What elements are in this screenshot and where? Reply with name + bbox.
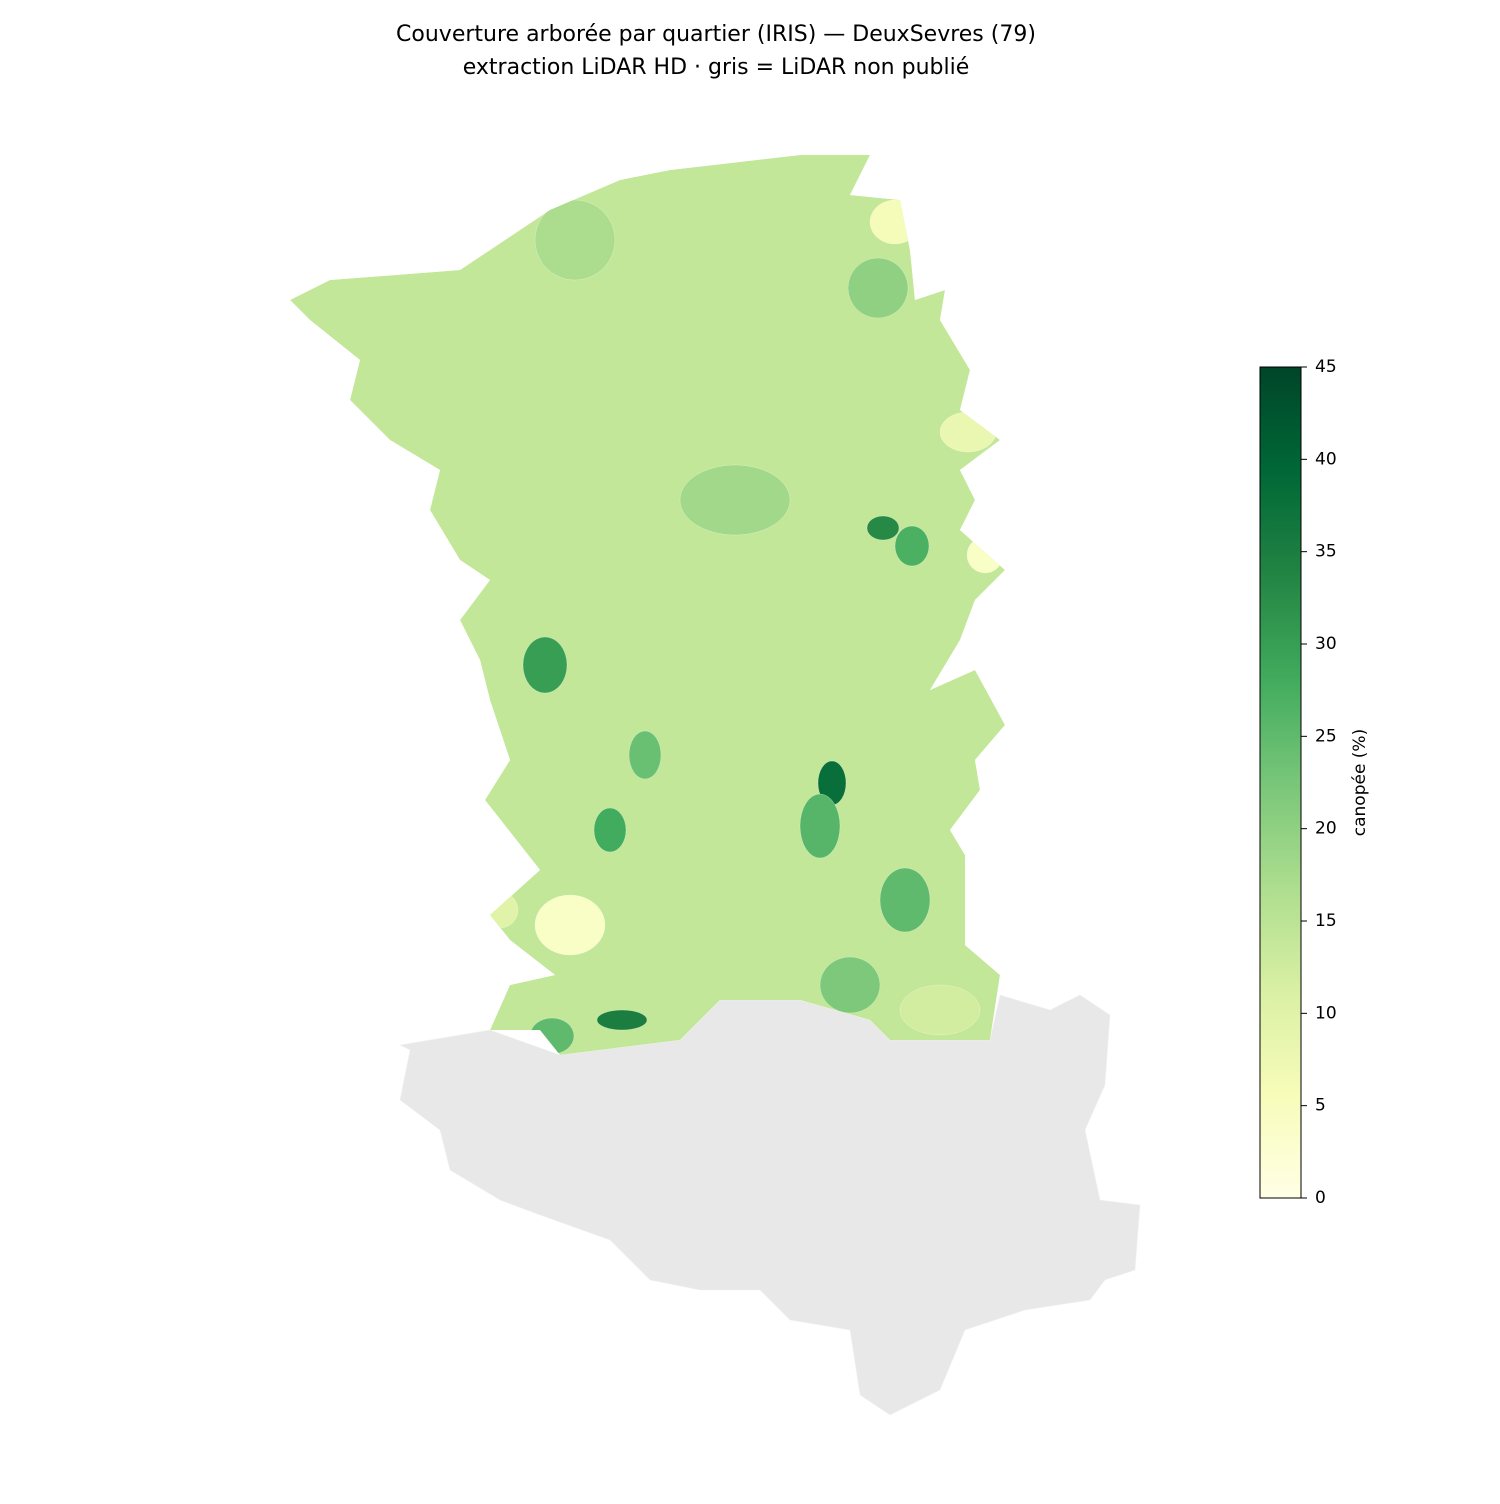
- choropleth-zones: [290, 155, 1005, 1055]
- iris-zone: [899, 984, 981, 1036]
- colorbar-tick-label: 35: [1315, 542, 1337, 562]
- iris-zone: [847, 257, 909, 319]
- iris-zone: [679, 464, 791, 536]
- colorbar-tick-label: 30: [1315, 634, 1337, 654]
- iris-zone: [894, 525, 930, 567]
- iris-zone: [628, 730, 662, 780]
- iris-zone: [869, 199, 921, 245]
- iris-zone: [879, 867, 931, 933]
- iris-zone: [596, 1009, 648, 1031]
- colorbar-tick-label: 45: [1315, 357, 1337, 377]
- colorbar-label: canopée (%): [1350, 729, 1370, 836]
- colorbar-tick-label: 15: [1315, 911, 1337, 931]
- iris-zone: [593, 807, 627, 853]
- map-layer: [290, 155, 1141, 1416]
- colorbar-tick-label: 5: [1315, 1096, 1326, 1116]
- no-data-region: [399, 994, 1141, 1416]
- colorbar-tick-label: 20: [1315, 819, 1337, 839]
- iris-zone: [534, 199, 616, 281]
- map-title: Couverture arborée par quartier (IRIS) —…: [396, 22, 1036, 47]
- iris-zone: [534, 894, 606, 956]
- iris-zone: [522, 636, 568, 694]
- iris-zone: [939, 411, 997, 453]
- iris-zone: [866, 515, 900, 541]
- iris-zone: [481, 891, 519, 929]
- colorbar-gradient: [1259, 366, 1302, 1199]
- iris-zone: [819, 956, 881, 1014]
- colorbar-tick-label: 0: [1315, 1188, 1326, 1208]
- colorbar-tick-label: 40: [1315, 449, 1337, 469]
- colorbar-tick-label: 25: [1315, 726, 1337, 746]
- iris-zone: [799, 793, 841, 859]
- colorbar-tick-label: 10: [1315, 1003, 1337, 1023]
- iris-zone: [966, 536, 1004, 574]
- map-subtitle: extraction LiDAR HD · gris = LiDAR non p…: [463, 55, 970, 80]
- colorbar: 0 5 10 15 20 25 30 35 40 45 canopée (%): [1259, 357, 1370, 1208]
